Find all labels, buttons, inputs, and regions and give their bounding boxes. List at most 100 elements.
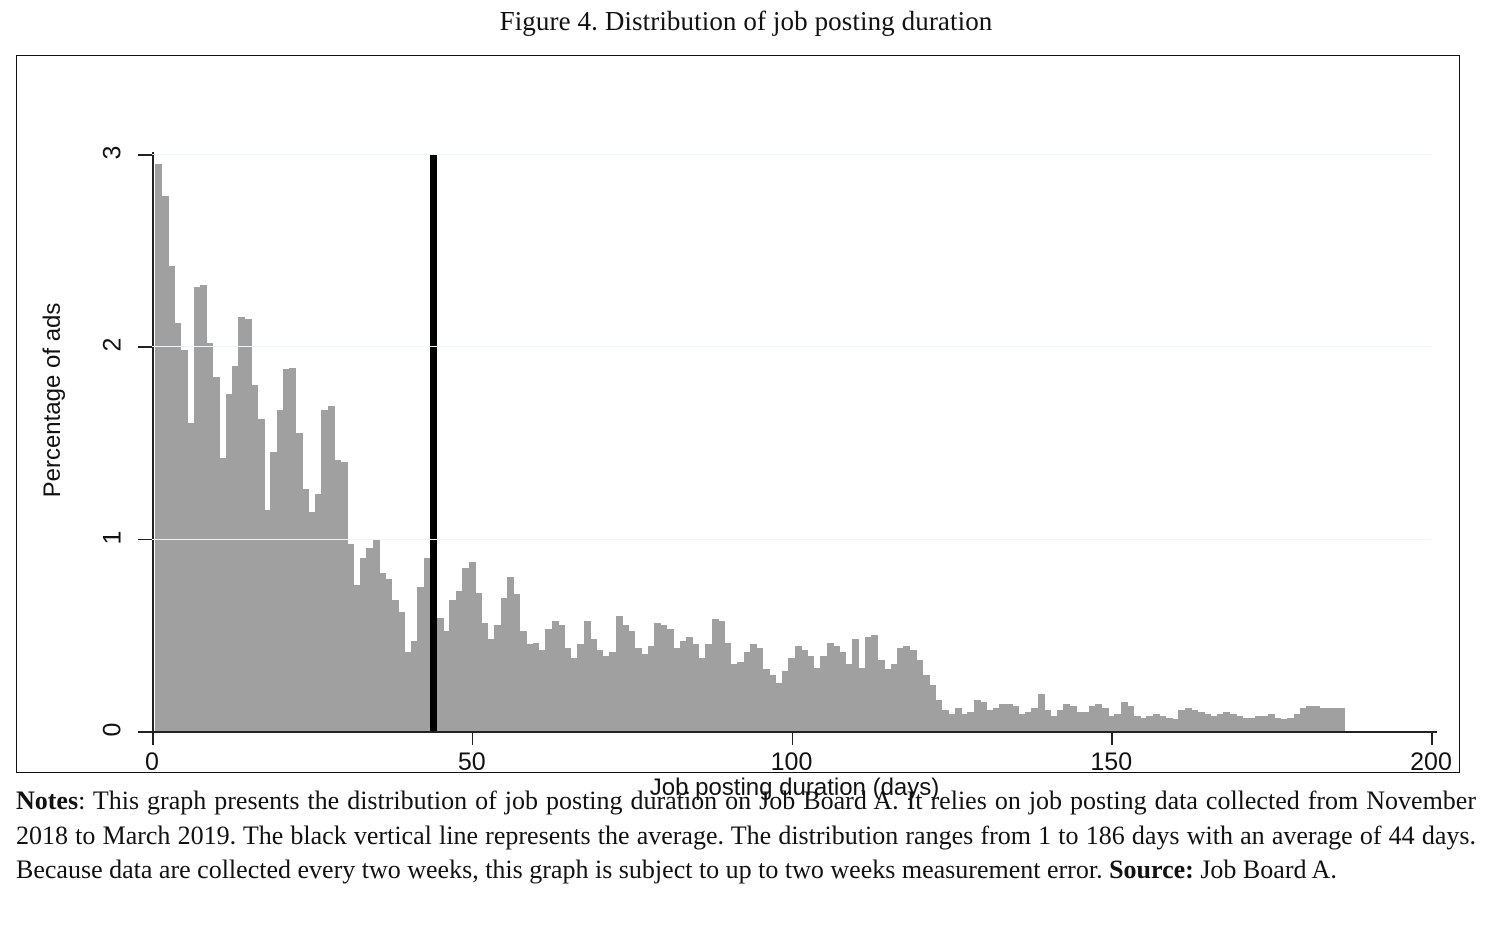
histogram-bar	[992, 707, 1000, 731]
histogram-bar	[628, 631, 636, 731]
notes-body-1: : This graph presents the distribution o…	[16, 786, 1476, 885]
histogram-bar	[1203, 713, 1211, 731]
histogram-bar	[199, 284, 207, 731]
histogram-bar	[980, 702, 988, 731]
histogram-bar	[877, 659, 885, 731]
histogram-bar	[762, 669, 770, 731]
histogram-bar	[283, 369, 291, 731]
histogram-bar	[590, 638, 598, 731]
histogram-bar	[1287, 717, 1295, 731]
y-axis-line	[152, 152, 154, 733]
histogram-bar	[379, 573, 386, 731]
histogram-bar	[1044, 709, 1052, 731]
y-tick-label: 2	[98, 337, 127, 352]
histogram-bar	[641, 654, 649, 731]
histogram-bar	[238, 317, 246, 731]
histogram-bar	[391, 600, 399, 731]
histogram-bar	[455, 590, 463, 731]
histogram-bar	[845, 663, 853, 731]
histogram-bar	[532, 642, 540, 731]
histogram-bar	[967, 711, 975, 731]
histogram-bar	[1172, 719, 1179, 731]
histogram-bar	[1197, 711, 1205, 731]
histogram-bar	[1319, 707, 1327, 731]
histogram-bar	[897, 648, 904, 731]
histogram-bar	[334, 459, 342, 731]
histogram-bar	[577, 644, 585, 731]
histogram-bar	[327, 405, 335, 731]
histogram-bar	[570, 657, 578, 731]
histogram-bar	[263, 509, 271, 731]
histogram-bar	[340, 461, 348, 731]
histogram-bar	[193, 286, 201, 731]
histogram-bar	[1216, 713, 1224, 731]
histogram-bar	[749, 644, 757, 731]
y-tick	[138, 538, 152, 541]
histogram-bar	[1108, 715, 1116, 731]
histogram-bar	[1152, 713, 1160, 731]
histogram-bar	[788, 657, 796, 731]
histogram-bar	[295, 432, 303, 731]
gridline	[152, 538, 1431, 540]
histogram-bar	[922, 675, 930, 731]
histogram-bar	[417, 586, 425, 731]
histogram-bar	[634, 648, 642, 731]
histogram-bar	[935, 700, 943, 731]
histogram-bar	[1306, 706, 1314, 731]
histogram-bar	[1031, 707, 1039, 731]
histogram-bar	[820, 656, 828, 731]
notes-block: Notes: This graph presents the distribut…	[16, 784, 1476, 888]
histogram-bar	[1299, 707, 1307, 731]
histogram-bar	[244, 319, 252, 731]
histogram-bar	[551, 621, 559, 731]
histogram-bar	[1127, 706, 1135, 731]
histogram-bar	[1005, 704, 1013, 731]
histogram-bar	[685, 636, 693, 731]
histogram-bar	[538, 650, 546, 731]
x-tick-label: 100	[770, 748, 813, 776]
histogram-bar	[1088, 706, 1096, 731]
histogram-bar	[724, 642, 732, 731]
histogram-bar	[315, 494, 323, 731]
histogram-bar	[852, 638, 860, 731]
histogram-bar	[596, 650, 604, 731]
histogram-bar	[449, 600, 457, 731]
histogram-bar	[462, 567, 470, 731]
histogram-bar	[769, 675, 777, 731]
histogram-bar	[602, 656, 610, 731]
histogram-bar	[174, 323, 182, 731]
histogram-bar	[1191, 709, 1199, 731]
histogram-bar	[1184, 707, 1192, 731]
histogram-bar	[219, 457, 227, 731]
histogram-bar	[583, 621, 591, 731]
histogram-bar	[871, 634, 879, 731]
histogram-bar	[404, 652, 412, 731]
x-tick-label: 0	[145, 748, 159, 776]
histogram-bar	[999, 704, 1007, 731]
histogram-bar	[353, 584, 361, 731]
histogram-bar	[1274, 717, 1282, 731]
histogram-bar	[1076, 711, 1084, 731]
histogram-bar	[206, 342, 214, 731]
histogram-bar	[1101, 707, 1109, 731]
histogram-bar	[231, 365, 239, 731]
histogram-bar	[743, 652, 751, 731]
histogram-bar	[359, 557, 367, 731]
x-tick-label: 200	[1410, 748, 1452, 776]
histogram-bar	[167, 265, 175, 731]
histogram-bar	[673, 648, 681, 731]
histogram-bar	[410, 640, 418, 731]
histogram-bar	[1114, 713, 1122, 731]
histogram-bar	[717, 621, 725, 731]
histogram-bar	[1312, 706, 1320, 731]
histogram-bar	[807, 656, 815, 731]
histogram-bar	[775, 682, 783, 731]
x-axis-title: Job posting duration (days)	[649, 774, 940, 801]
histogram-bar	[1159, 715, 1167, 731]
histogram-bar	[884, 669, 892, 731]
histogram-bar	[1120, 702, 1128, 731]
y-tick-label: 1	[98, 530, 127, 545]
histogram-bar	[909, 650, 917, 731]
histogram-bar	[1229, 713, 1237, 731]
histogram-bar	[481, 623, 489, 731]
